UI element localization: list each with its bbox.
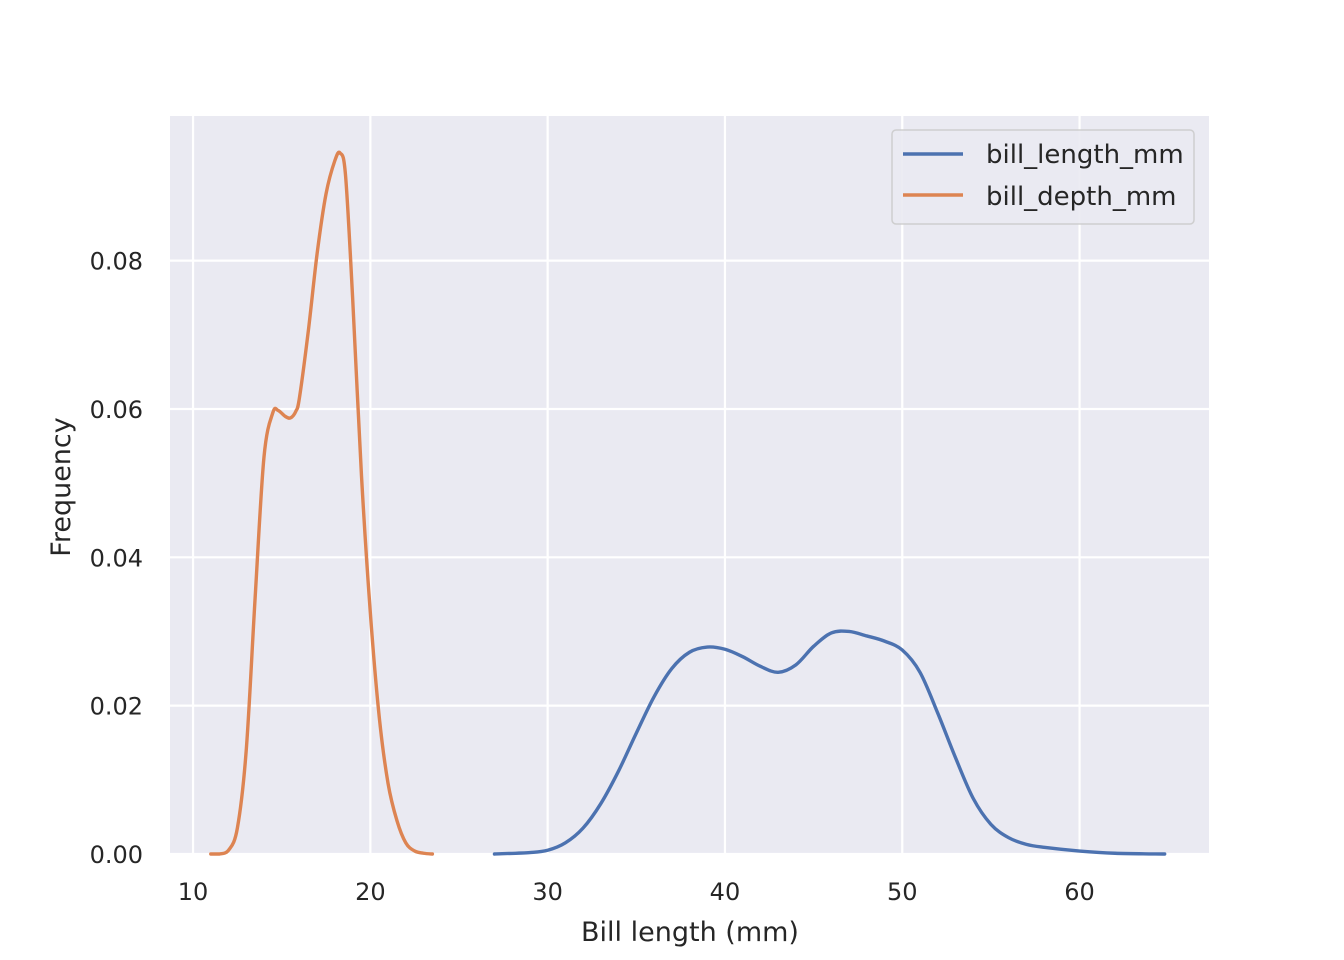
y-tick-label: 0.06 bbox=[90, 396, 143, 424]
y-tick-label: 0.00 bbox=[90, 841, 143, 869]
legend-label-bill-depth: bill_depth_mm bbox=[986, 182, 1177, 212]
x-tick-label: 60 bbox=[1064, 878, 1095, 906]
plot-background bbox=[170, 116, 1209, 854]
x-tick-label: 30 bbox=[532, 878, 563, 906]
y-axis-label: Frequency bbox=[46, 417, 77, 557]
x-tick-label: 50 bbox=[887, 878, 918, 906]
y-tick-label: 0.08 bbox=[90, 248, 143, 276]
series-lines bbox=[209, 150, 1167, 856]
legend: bill_length_mm bill_depth_mm bbox=[891, 129, 1195, 225]
x-tick-label: 20 bbox=[355, 878, 386, 906]
y-axis-ticks: 0.00 0.02 0.04 0.06 0.08 bbox=[90, 248, 143, 869]
x-axis-label: Bill length (mm) bbox=[581, 917, 799, 948]
legend-label-bill-length: bill_length_mm bbox=[986, 140, 1184, 170]
legend-frame bbox=[891, 129, 1195, 225]
x-tick-label: 40 bbox=[710, 878, 741, 906]
x-axis-ticks: 10 20 30 40 50 60 bbox=[178, 878, 1095, 906]
y-tick-label: 0.02 bbox=[90, 693, 143, 721]
y-tick-label: 0.04 bbox=[90, 544, 143, 572]
grid-lines bbox=[170, 116, 1209, 856]
series-line-bill-length-mm bbox=[492, 629, 1167, 856]
series-line-bill-depth-mm bbox=[209, 150, 435, 856]
x-tick-label: 10 bbox=[178, 878, 209, 906]
